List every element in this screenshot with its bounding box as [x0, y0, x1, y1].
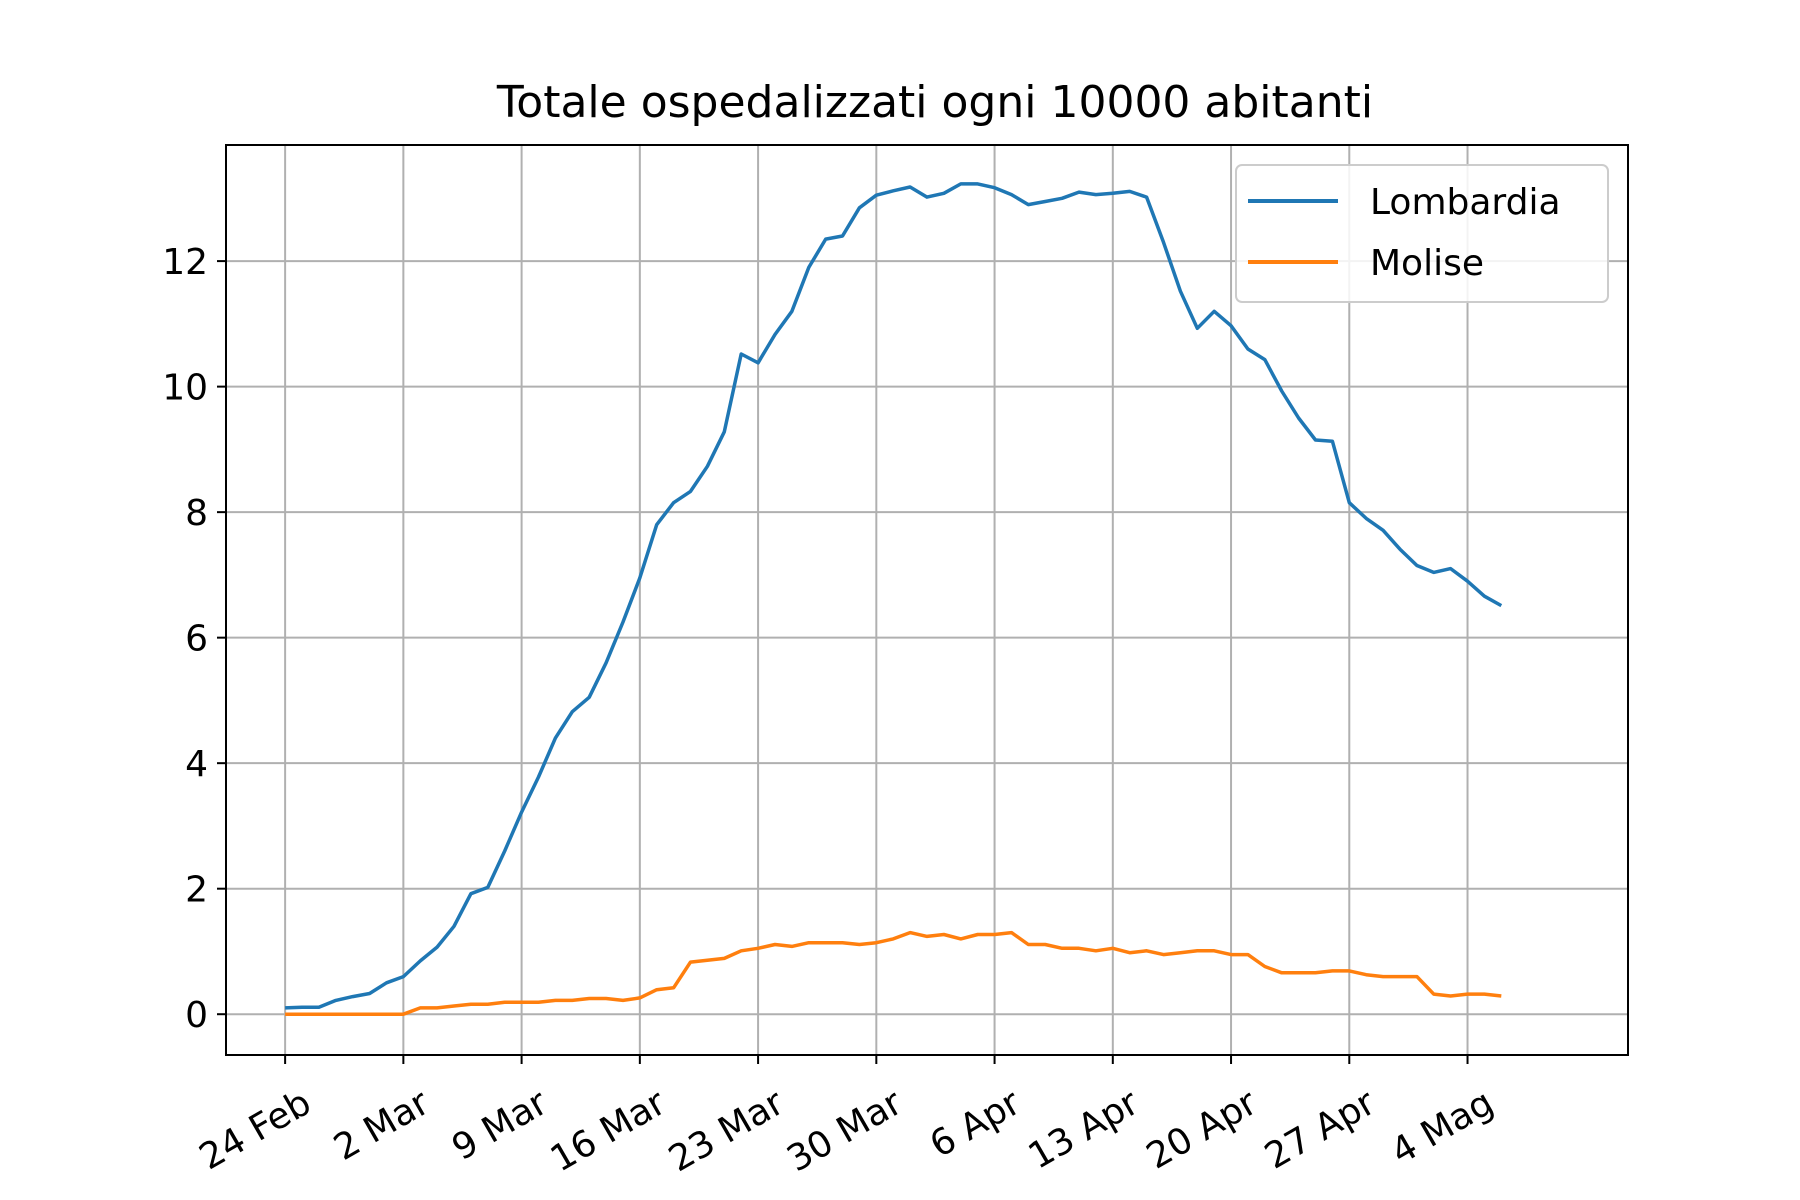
legend-label-lombardia: Lombardia: [1370, 182, 1561, 223]
plot-frame: [225, 144, 1629, 1056]
y-tick-label: 10: [162, 368, 208, 409]
series-line-lombardia: [285, 182, 1503, 1010]
y-tick-label: 8: [185, 493, 208, 534]
y-tick-label: 2: [185, 870, 208, 911]
grid-layer: [226, 145, 1628, 1055]
y-tick-label: 4: [185, 744, 208, 785]
legend: Lombardia Molise: [1235, 164, 1609, 303]
y-tick-label: 6: [185, 619, 208, 660]
chart-title: Totale ospedalizzati ogni 10000 abitanti: [496, 77, 1373, 128]
series-line-molise: [285, 930, 1502, 1016]
y-tick-label: 0: [185, 995, 208, 1036]
y-tick-label: 12: [162, 242, 208, 283]
legend-label-molise: Molise: [1370, 243, 1484, 284]
series-layer: [285, 182, 1503, 1016]
